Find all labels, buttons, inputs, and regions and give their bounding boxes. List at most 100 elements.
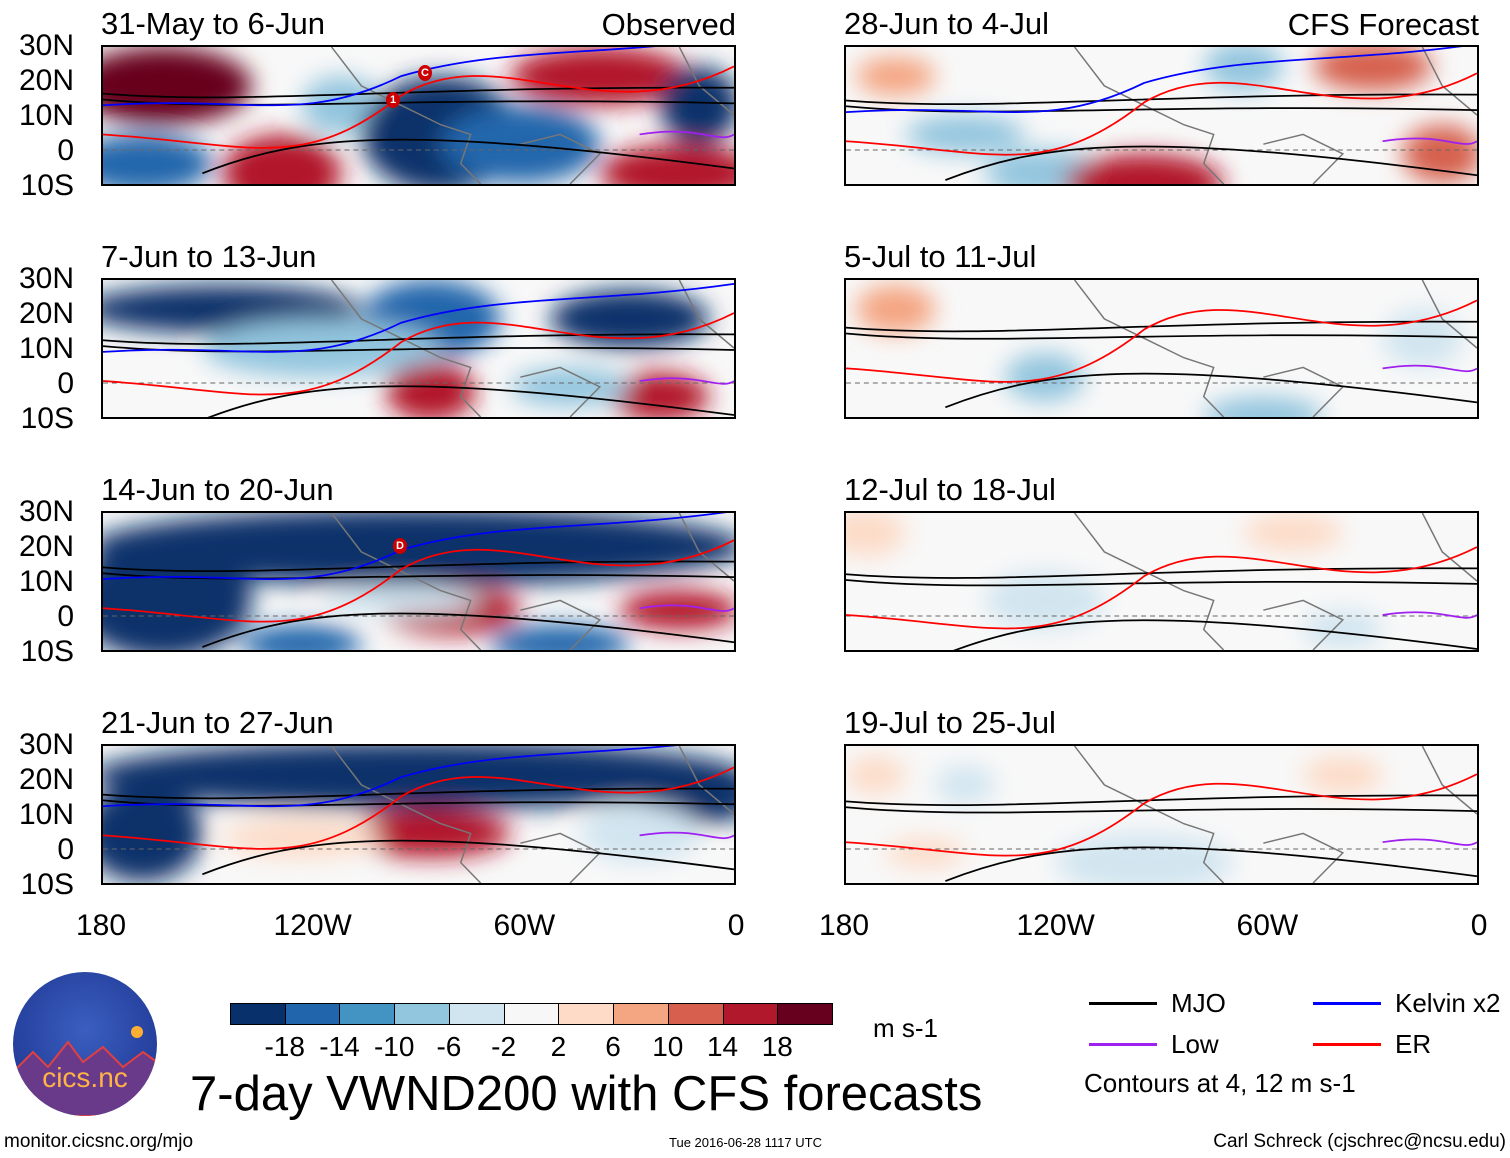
field-anomaly [103, 513, 734, 586]
lon-tick-label: 0 [727, 909, 745, 942]
coastline [1073, 746, 1477, 883]
field-anomaly [846, 513, 906, 557]
lat-tick-label: 30N [18, 29, 74, 62]
panel-title: 31-May to 6-Jun [101, 6, 325, 41]
lat-tick-label: 10N [18, 99, 74, 132]
legend-line-low [1089, 1043, 1157, 1046]
panel-title: 28-Jun to 4-Jul [844, 6, 1050, 41]
field-anomaly [619, 590, 734, 630]
lat-tick-label: 0 [57, 134, 74, 167]
field-anomaly [1243, 513, 1343, 552]
panel-title: 21-Jun to 27-Jun [101, 705, 334, 740]
colorbar-label: -2 [491, 1031, 517, 1062]
map-panel [844, 744, 1479, 885]
contour-line [846, 320, 1477, 409]
field-anomaly [103, 784, 203, 883]
storm-marker: C [418, 65, 432, 81]
contour-line [103, 766, 734, 850]
coastline [1073, 513, 1477, 650]
colorbar-label: 18 [761, 1031, 793, 1062]
main-title: 7-day VWND200 with CFS forecasts [190, 1067, 983, 1121]
field-anomaly [599, 144, 734, 184]
legend-label: ER [1395, 1029, 1432, 1059]
colorbar-label: -14 [319, 1031, 360, 1062]
contour-line [846, 546, 1477, 630]
contour-line [846, 567, 1477, 650]
footer-timestamp: Tue 2016-06-28 1117 UTC [669, 1135, 822, 1150]
colorbar-swatch [558, 1003, 615, 1025]
contour-line [846, 47, 1463, 113]
colorbar-swatch [339, 1003, 396, 1025]
lon-tick-label: 60W [1236, 909, 1299, 942]
contour-line [103, 283, 734, 353]
lat-tick-label: 0 [57, 833, 74, 866]
lat-tick-label: 20N [18, 64, 74, 97]
contour-line [846, 773, 1477, 857]
lon-tick-label: 60W [493, 909, 556, 942]
contour-line [639, 377, 734, 385]
field-anomaly [103, 134, 213, 184]
contour-line [1382, 838, 1477, 846]
field-anomaly [905, 115, 1025, 154]
lat-tick-label: 0 [57, 600, 74, 633]
legend-line-kelvin-x2 [1313, 1002, 1381, 1005]
logo-text: cics.nc [42, 1062, 128, 1093]
field-anomaly [855, 284, 936, 334]
contour-line [846, 299, 1477, 383]
contour-line [1382, 137, 1477, 145]
contour-line [1382, 611, 1477, 619]
lat-tick-label: 20N [18, 763, 74, 796]
contour-line [639, 130, 734, 139]
field-anomaly [103, 746, 734, 810]
map-panel [101, 511, 736, 652]
panel-label: Observed [601, 7, 736, 42]
storm-marker: D [393, 538, 407, 554]
field-anomaly [242, 624, 362, 650]
lat-tick-label: 10S [20, 868, 74, 901]
colorbar-label: 10 [652, 1031, 684, 1062]
lon-tick-label: 120W [273, 909, 352, 942]
logo: cics.nc [13, 972, 157, 1116]
field-anomaly [885, 838, 966, 868]
contour-line [846, 794, 1477, 882]
field-anomaly [1203, 396, 1323, 417]
field-anomaly [386, 362, 476, 417]
panel-title: 12-Jul to 18-Jul [844, 472, 1056, 507]
contour-line [846, 72, 1477, 156]
legend-line-mjo [1089, 1002, 1157, 1005]
lat-tick-label: 30N [18, 728, 74, 761]
lon-tick-label: 180 [75, 909, 127, 942]
field-anomaly [510, 367, 630, 407]
coastline [330, 513, 734, 650]
coastline [1073, 47, 1477, 184]
lat-tick-label: 20N [18, 297, 74, 330]
lat-tick-label: 30N [18, 495, 74, 528]
field-anomaly [1303, 755, 1383, 795]
lat-tick-label: 10S [20, 635, 74, 668]
map-panel [101, 45, 736, 186]
field-anomaly [1054, 833, 1234, 883]
field-anomaly [1064, 153, 1224, 184]
panel-label: CFS Forecast [1287, 7, 1479, 42]
lat-tick-label: 0 [57, 367, 74, 400]
map-panel [844, 45, 1479, 186]
lat-tick-label: 10S [20, 402, 74, 435]
footer-author: Carl Schreck (cjschrec@ncsu.edu) [1213, 1131, 1506, 1152]
field-anomaly [1203, 47, 1284, 91]
colorbar-swatch [394, 1003, 450, 1025]
field-anomaly [846, 755, 906, 795]
lat-tick-label: 10N [18, 565, 74, 598]
contour-line [103, 312, 734, 396]
field-anomaly [321, 585, 481, 616]
field-anomaly [579, 804, 700, 863]
legend-label: Low [1171, 1029, 1219, 1059]
field-anomaly [351, 809, 511, 858]
colorbar-units: m s-1 [873, 1013, 938, 1043]
footer-url[interactable]: monitor.cicsnc.org/mjo [4, 1131, 194, 1152]
contour-line [103, 539, 734, 623]
lat-tick-label: 20N [18, 530, 74, 563]
map-panel [101, 278, 736, 419]
field-anomaly [222, 818, 382, 858]
contour-line [1382, 364, 1477, 373]
